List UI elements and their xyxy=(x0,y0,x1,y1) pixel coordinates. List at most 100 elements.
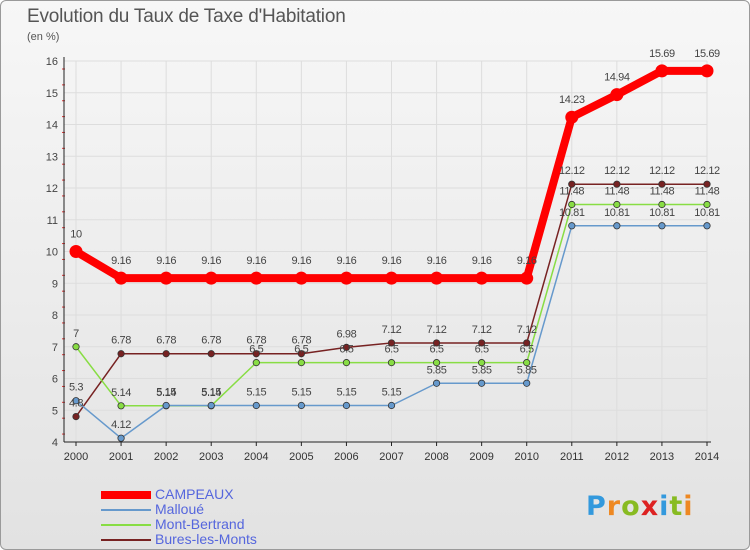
data-point xyxy=(162,401,170,410)
data-label: 6.78 xyxy=(201,335,221,347)
data-point xyxy=(207,401,215,410)
legend: CAMPEAUX Malloué Mont-Bertrand Bures-les… xyxy=(101,487,257,547)
data-label: 5.14 xyxy=(111,387,131,399)
data-point xyxy=(520,271,534,285)
data-label: 4.8 xyxy=(69,398,83,410)
data-label: 5.85 xyxy=(517,364,537,376)
logo-letter: P xyxy=(586,491,607,522)
logo-letter: i xyxy=(683,491,694,522)
y-tick-label: 13 xyxy=(46,151,58,163)
data-point xyxy=(568,180,576,188)
data-label: 12.12 xyxy=(694,165,720,177)
logo-letter: i xyxy=(659,491,670,522)
data-label: 5.15 xyxy=(291,386,311,398)
data-point xyxy=(69,245,83,258)
data-label: 9.16 xyxy=(201,255,221,267)
data-point xyxy=(387,339,396,347)
data-point xyxy=(478,359,486,367)
data-label: 14.23 xyxy=(559,94,585,106)
legend-label: CAMPEAUX xyxy=(155,486,234,502)
y-tick-label: 4 xyxy=(52,437,58,449)
data-label: 10.81 xyxy=(649,207,675,219)
data-label: 9.16 xyxy=(472,255,492,267)
data-point xyxy=(613,180,621,188)
y-tick-label: 7 xyxy=(52,342,58,354)
data-label: 6.5 xyxy=(294,344,308,356)
data-point xyxy=(297,359,305,367)
data-label: 11.48 xyxy=(604,186,629,198)
data-label: 12.12 xyxy=(604,165,630,177)
data-point xyxy=(703,222,711,230)
legend-swatch-bures-les-monts xyxy=(101,538,151,541)
data-point xyxy=(478,339,486,347)
data-point xyxy=(703,180,711,188)
data-label: 5.15 xyxy=(201,386,221,398)
data-point xyxy=(297,401,305,410)
data-point xyxy=(72,412,80,421)
data-label: 9.16 xyxy=(517,255,537,267)
data-point xyxy=(252,350,260,358)
y-tick-label: 16 xyxy=(46,56,58,68)
data-label: 9.16 xyxy=(382,255,402,267)
data-point xyxy=(297,350,305,358)
y-tick-label: 12 xyxy=(46,183,58,195)
legend-item: Mont-Bertrand xyxy=(101,517,257,532)
data-point xyxy=(432,379,441,387)
data-point xyxy=(658,222,666,230)
data-point xyxy=(658,200,666,209)
data-point xyxy=(72,343,80,351)
data-point xyxy=(523,339,531,347)
data-label: 6.78 xyxy=(111,335,131,347)
legend-label: Malloué xyxy=(155,501,205,517)
data-label: 7.12 xyxy=(427,324,447,336)
data-point xyxy=(117,350,125,358)
data-point xyxy=(523,359,531,367)
legend-item: CAMPEAUX xyxy=(101,487,257,502)
data-label: 5.15 xyxy=(246,386,266,398)
y-tick-label: 6 xyxy=(52,374,58,386)
data-point xyxy=(294,271,308,285)
y-tick-label: 10 xyxy=(46,247,58,259)
data-label: 6.98 xyxy=(337,328,357,340)
x-tick-label: 2004 xyxy=(244,451,268,463)
data-label: 11.48 xyxy=(695,186,720,198)
x-tick-label: 2010 xyxy=(514,451,538,463)
data-point xyxy=(610,88,624,102)
data-point xyxy=(387,359,396,367)
x-tick-label: 2009 xyxy=(469,451,493,463)
data-point xyxy=(703,200,711,209)
data-point xyxy=(613,222,621,230)
data-label: 10.81 xyxy=(694,207,720,219)
data-point xyxy=(252,359,260,367)
chart-unit-label: (en %) xyxy=(27,31,60,43)
data-label: 9.16 xyxy=(427,255,447,267)
logo-letter: o xyxy=(621,491,641,522)
data-label: 10.81 xyxy=(604,207,630,219)
x-tick-label: 2002 xyxy=(154,451,178,463)
data-point xyxy=(117,402,125,410)
series-layer xyxy=(69,64,714,442)
axes: 4 5 6 7 8 9 10 11 12 13 14 15 16 2000 2001 2002 2003 2004… xyxy=(46,56,719,463)
data-label: 9.16 xyxy=(246,255,266,267)
x-tick-label: 2014 xyxy=(695,451,719,463)
data-label: 10 xyxy=(70,229,82,241)
data-point xyxy=(613,200,621,209)
y-tick-label: 8 xyxy=(52,310,58,322)
data-point xyxy=(475,271,489,285)
data-label: 9.16 xyxy=(337,255,357,267)
legend-item: Malloué xyxy=(101,502,257,517)
x-tick-label: 2006 xyxy=(334,451,358,463)
data-label: 5.85 xyxy=(427,364,447,376)
data-point xyxy=(523,379,531,387)
data-label: 15.69 xyxy=(694,48,720,60)
data-point xyxy=(658,180,666,188)
data-label: 6.78 xyxy=(246,335,266,347)
data-label: 6.5 xyxy=(520,344,534,356)
logo-letter: t xyxy=(669,491,684,522)
y-tick-label: 9 xyxy=(52,278,58,290)
data-point xyxy=(339,271,353,285)
data-point xyxy=(432,339,441,347)
data-label: 11.48 xyxy=(650,186,675,198)
